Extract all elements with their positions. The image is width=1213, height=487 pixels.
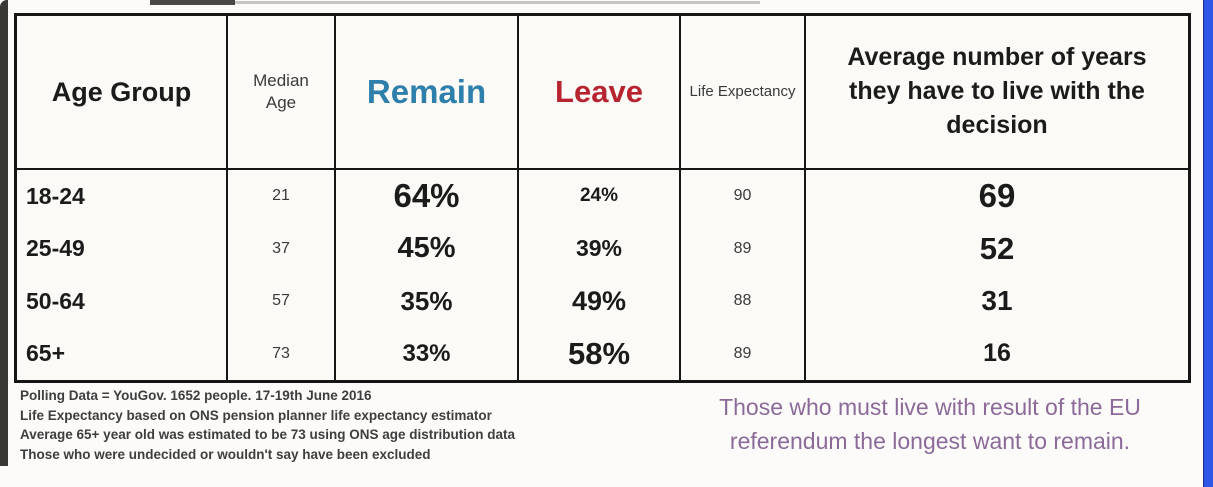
median-age-cell: 21 bbox=[228, 170, 336, 223]
age-group-cell: 18-24 bbox=[17, 170, 228, 223]
remain-cell: 35% bbox=[336, 275, 519, 328]
column-header-years-to-live: Average number of years they have to liv… bbox=[806, 16, 1188, 170]
column-header-leave: Leave bbox=[519, 16, 681, 170]
age-group-cell: 65+ bbox=[17, 327, 228, 380]
years-cell: 16 bbox=[983, 339, 1011, 368]
footnote-undecided-excluded: Those who were undecided or wouldn't say… bbox=[20, 446, 431, 462]
remain-cell: 33% bbox=[336, 327, 519, 380]
footnotes: Polling Data = YouGov. 1652 people. 17-1… bbox=[20, 386, 640, 464]
cropped-title-remnant-light bbox=[235, 1, 760, 4]
age-group-cell: 50-64 bbox=[17, 275, 228, 328]
column-header-remain: Remain bbox=[336, 16, 519, 170]
conclusion-callout: Those who must live with result of the E… bbox=[719, 394, 1141, 454]
years-cell: 31 bbox=[981, 285, 1013, 317]
footnote-life-expectancy-source: Life Expectancy based on ONS pension pla… bbox=[20, 407, 492, 423]
cropped-title-remnant-dark bbox=[150, 0, 235, 5]
leave-cell: 58% bbox=[519, 327, 681, 380]
leave-cell: 49% bbox=[519, 275, 681, 328]
life-expectancy-cell: 88 bbox=[681, 275, 806, 328]
life-expectancy-cell: 89 bbox=[681, 327, 806, 380]
screenshot-left-frame bbox=[0, 0, 8, 466]
life-expectancy-cell: 89 bbox=[681, 222, 806, 275]
eu-referendum-poll-table: Age Group Median Age Remain Leave Life E… bbox=[14, 13, 1191, 383]
median-age-cell: 57 bbox=[228, 275, 336, 328]
leave-cell: 39% bbox=[519, 222, 681, 275]
footnote-polling-source: Polling Data = YouGov. 1652 people. 17-1… bbox=[20, 388, 372, 403]
column-header-median-age: Median Age bbox=[228, 16, 336, 170]
years-cell: 69 bbox=[978, 177, 1016, 215]
remain-cell: 45% bbox=[336, 222, 519, 275]
leave-cell: 24% bbox=[519, 170, 681, 223]
years-cell: 52 bbox=[979, 230, 1015, 266]
column-header-age-group: Age Group bbox=[17, 16, 228, 170]
screenshot-right-blue-frame bbox=[1203, 0, 1213, 487]
median-age-cell: 37 bbox=[228, 222, 336, 275]
median-age-cell: 73 bbox=[228, 327, 336, 380]
age-group-cell: 25-49 bbox=[17, 222, 228, 275]
footnote-65plus-estimate: Average 65+ year old was estimated to be… bbox=[20, 427, 516, 442]
remain-cell: 64% bbox=[336, 170, 519, 223]
life-expectancy-cell: 90 bbox=[681, 170, 806, 223]
column-header-life-expectancy: Life Expectancy bbox=[681, 16, 806, 170]
